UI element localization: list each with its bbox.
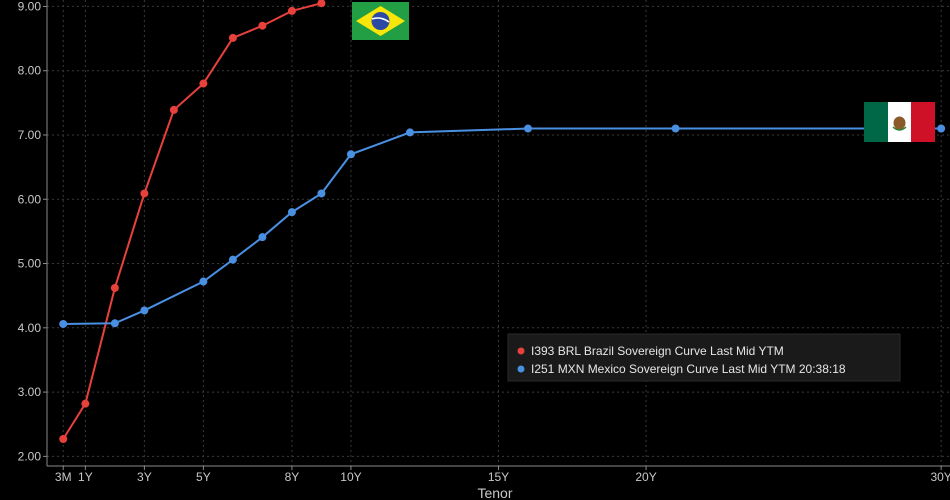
mexico-flag-icon: [864, 102, 935, 142]
data-point-s1-10: [524, 124, 533, 133]
data-point-s0-7: [258, 21, 267, 30]
data-point-s1-11: [671, 124, 680, 133]
y-tick-labels: 2.00 3.00 4.00 5.00 6.00 7.00 8.00 9.00: [18, 0, 47, 463]
legend-label-brazil: I393 BRL Brazil Sovereign Curve Last Mid…: [531, 344, 784, 358]
data-point-s0-5: [199, 79, 208, 88]
data-point-s1-7: [317, 189, 326, 198]
x-tick-label: 1Y: [78, 470, 93, 484]
x-tick-label: 15Y: [488, 470, 509, 484]
data-point-s0-8: [287, 6, 296, 15]
y-tick-label: 9.00: [18, 0, 42, 13]
x-tick-label: 10Y: [340, 470, 361, 484]
series-layer: [59, 0, 946, 444]
x-tick-label: 5Y: [196, 470, 211, 484]
series-line-0: [62, 2, 322, 440]
grid-lines: [47, 0, 950, 466]
data-point-s0-4: [169, 105, 178, 114]
legend-label-mexico: I251 MXN Mexico Sovereign Curve Last Mid…: [531, 362, 846, 376]
data-point-s0-1: [81, 399, 90, 408]
x-tick-label: 3M: [55, 470, 72, 484]
data-point-s1-8: [346, 150, 355, 159]
x-tick-label: 8Y: [285, 470, 300, 484]
data-point-s1-2: [140, 306, 149, 315]
x-tick-label: 3Y: [137, 470, 152, 484]
data-point-s0-2: [110, 283, 119, 292]
legend-marker-mexico: [517, 365, 525, 373]
data-point-s1-0: [59, 319, 68, 328]
data-point-s0-3: [140, 189, 149, 198]
data-point-s0-9: [317, 0, 326, 8]
y-tick-label: 8.00: [18, 64, 42, 78]
y-tick-label: 7.00: [18, 128, 42, 142]
x-tick-labels: 3M 1Y 3Y 5Y 8Y 10Y 15Y 20Y 30Y: [55, 466, 950, 484]
x-tick-label: 30Y: [930, 470, 950, 484]
legend-marker-brazil: [517, 347, 525, 355]
x-axis-title: Tenor: [477, 485, 512, 500]
x-tick-label: 20Y: [635, 470, 656, 484]
data-point-s1-3: [199, 277, 208, 286]
data-point-s1-1: [110, 319, 119, 328]
y-tick-label: 5.00: [18, 257, 42, 271]
legend-box: [507, 333, 901, 382]
data-point-s1-4: [228, 255, 237, 264]
y-tick-label: 2.00: [18, 449, 42, 463]
data-point-s1-12: [937, 124, 946, 133]
y-tick-label: 4.00: [18, 321, 42, 335]
y-tick-label: 3.00: [18, 385, 42, 399]
data-point-s1-9: [405, 128, 414, 137]
y-tick-label: 6.00: [18, 192, 42, 206]
brazil-flag-icon: [352, 2, 409, 40]
data-point-s0-6: [228, 33, 237, 42]
legend: I393 BRL Brazil Sovereign Curve Last Mid…: [507, 333, 901, 382]
data-point-s1-5: [258, 233, 267, 242]
data-point-s0-0: [59, 435, 68, 444]
data-point-s1-6: [287, 208, 296, 217]
